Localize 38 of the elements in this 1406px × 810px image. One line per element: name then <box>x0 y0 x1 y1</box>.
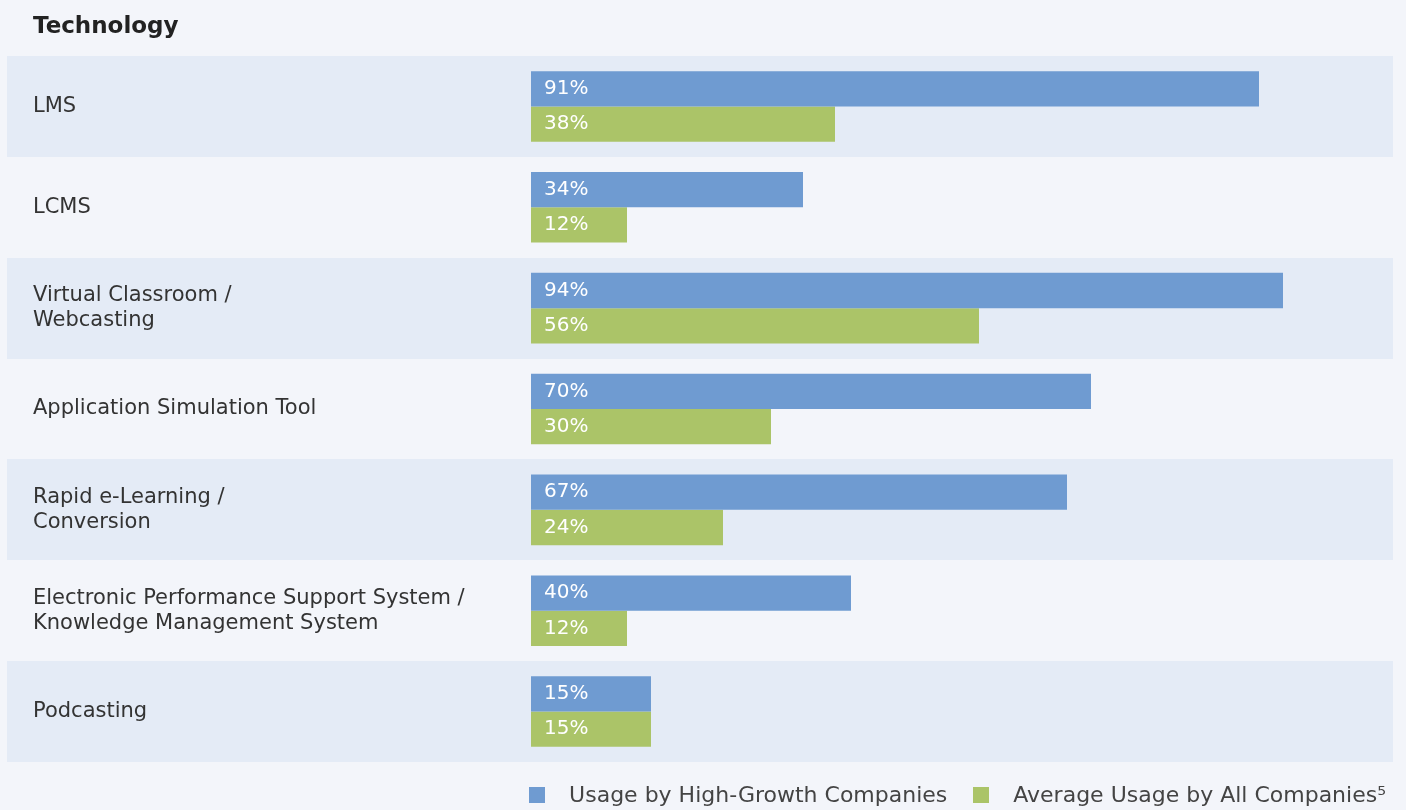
data-label: 40% <box>544 579 589 604</box>
bar <box>531 308 979 344</box>
y-tick-label: Application Simulation Tool <box>33 395 317 420</box>
bar <box>531 207 627 243</box>
y-tick-label: Electronic Performance Support System / Knowledge Management System <box>33 584 466 634</box>
y-tick-label: Rapid e-Learning / Conversion <box>33 483 226 533</box>
bar <box>531 676 651 712</box>
legend-label: Usage by High-Growth Companies <box>569 782 948 807</box>
bar <box>531 711 651 747</box>
data-label: 12% <box>544 211 589 236</box>
bar <box>531 71 1259 107</box>
data-label: 56% <box>544 312 589 336</box>
data-label: 34% <box>544 175 589 200</box>
bar <box>531 474 1067 510</box>
text: Technology <box>33 12 179 38</box>
data-label: 67% <box>544 478 589 503</box>
data-label: 30% <box>544 412 589 437</box>
legend-label: Average Usage by All Companies⁵ <box>1013 782 1386 807</box>
data-label: 91% <box>544 74 589 99</box>
bar <box>531 171 803 208</box>
bar <box>531 106 835 142</box>
bar <box>531 409 771 445</box>
bar <box>531 272 1283 309</box>
bar <box>531 610 627 647</box>
data-label: 94% <box>544 276 589 301</box>
data-label: 15% <box>544 715 589 740</box>
data-label: 12% <box>544 614 589 639</box>
y-tick-label: Podcasting <box>33 698 148 723</box>
data-label: 38% <box>544 110 589 135</box>
y-tick-label: LCMS <box>33 193 91 218</box>
y-tick-label: Virtual Classroom / Webcasting <box>33 282 233 332</box>
y-tick-label: LMS <box>33 92 77 117</box>
bar <box>531 509 723 546</box>
data-label: 15% <box>544 680 589 705</box>
data-label: 24% <box>544 513 589 538</box>
bar <box>531 373 1091 409</box>
bar <box>531 575 851 611</box>
data-label: 70% <box>544 377 589 402</box>
